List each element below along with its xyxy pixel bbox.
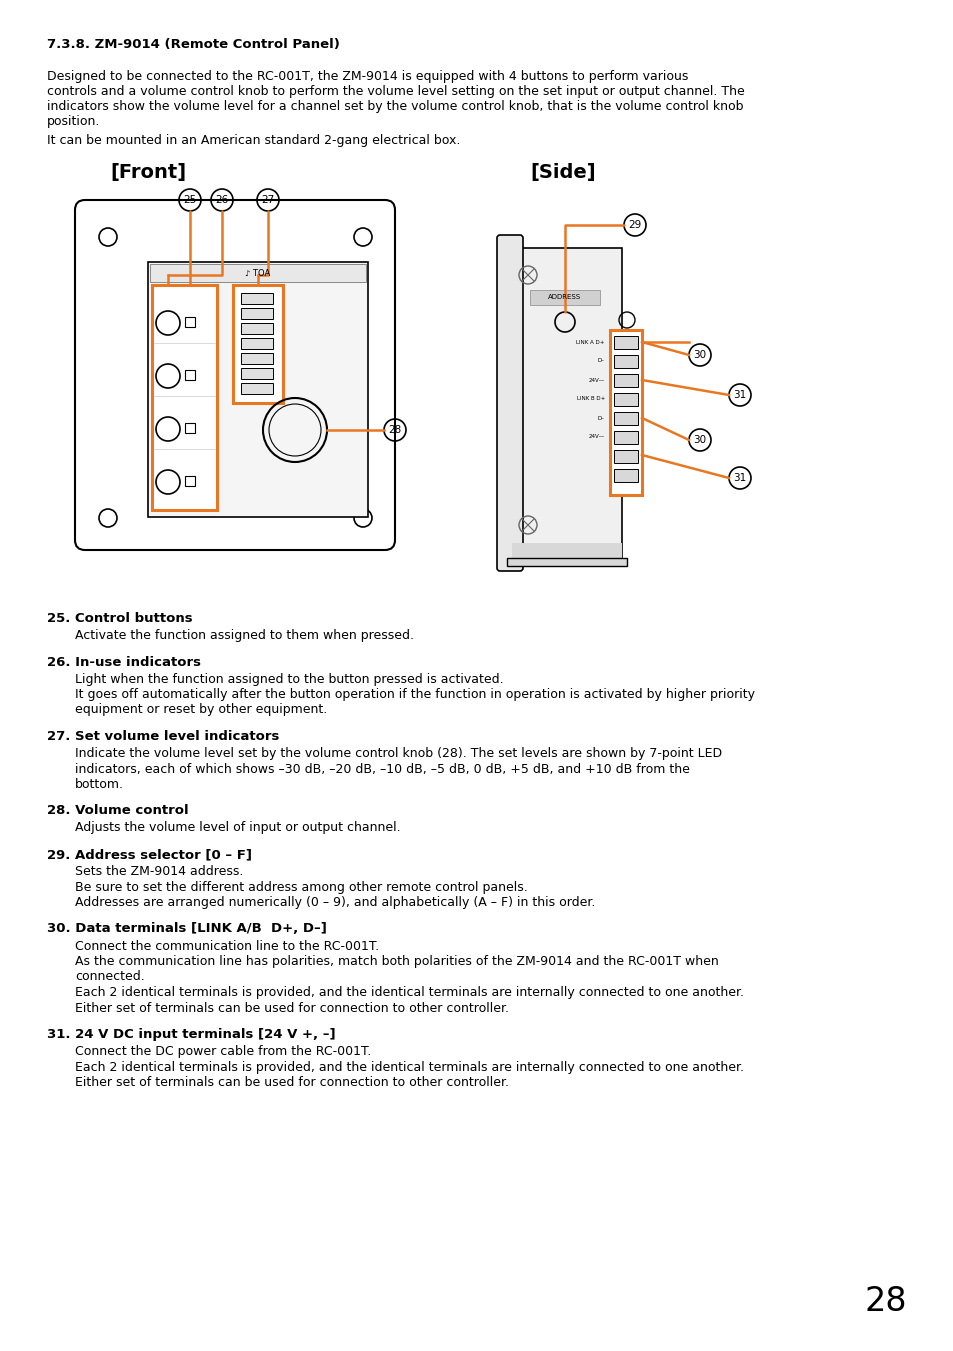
Bar	[609, 330, 641, 494]
Bar	[512, 543, 621, 558]
Text: ADDRESS: ADDRESS	[548, 295, 581, 300]
Bar	[506, 558, 626, 566]
Bar	[241, 353, 273, 363]
Bar	[185, 370, 194, 380]
Text: 25: 25	[183, 195, 196, 205]
FancyBboxPatch shape	[75, 200, 395, 550]
Text: It goes off automatically after the button operation if the function in operatio: It goes off automatically after the butt…	[75, 688, 754, 701]
Text: 28: 28	[863, 1285, 906, 1319]
Text: Either set of terminals can be used for connection to other controller.: Either set of terminals can be used for …	[75, 1001, 509, 1015]
Bar	[614, 450, 638, 463]
Text: Each 2 identical terminals is provided, and the identical terminals are internal: Each 2 identical terminals is provided, …	[75, 986, 743, 998]
Text: 30: 30	[693, 435, 706, 444]
Text: 28: 28	[388, 426, 401, 435]
Text: D–: D–	[598, 358, 604, 363]
Text: [Side]: [Side]	[530, 163, 595, 182]
Text: 27: 27	[261, 195, 274, 205]
Bar	[614, 393, 638, 407]
Text: [Front]: [Front]	[110, 163, 186, 182]
Bar	[152, 285, 216, 509]
Bar	[614, 431, 638, 444]
Text: position.: position.	[47, 115, 100, 128]
Text: 25. Control buttons: 25. Control buttons	[47, 612, 193, 626]
Bar	[614, 374, 638, 386]
Text: Designed to be connected to the RC-001T, the ZM-9014 is equipped with 4 buttons : Designed to be connected to the RC-001T,…	[47, 70, 688, 82]
Text: 29. Address selector [0 – F]: 29. Address selector [0 – F]	[47, 848, 252, 861]
Bar	[241, 323, 273, 334]
Text: 28. Volume control: 28. Volume control	[47, 804, 189, 817]
Text: bottom.: bottom.	[75, 778, 124, 790]
Text: As the communication line has polarities, match both polarities of the ZM-9014 a: As the communication line has polarities…	[75, 955, 718, 969]
Text: indicators, each of which shows –30 dB, –20 dB, –10 dB, –5 dB, 0 dB, +5 dB, and : indicators, each of which shows –30 dB, …	[75, 762, 689, 775]
Bar	[241, 308, 273, 319]
Text: Adjusts the volume level of input or output channel.: Adjusts the volume level of input or out…	[75, 821, 400, 835]
Bar	[614, 336, 638, 349]
Text: Activate the function assigned to them when pressed.: Activate the function assigned to them w…	[75, 630, 414, 642]
FancyBboxPatch shape	[497, 235, 522, 571]
Text: 31: 31	[733, 473, 746, 484]
Text: 26: 26	[215, 195, 229, 205]
Text: Connect the communication line to the RC-001T.: Connect the communication line to the RC…	[75, 939, 378, 952]
Text: 24V—: 24V—	[588, 377, 604, 382]
Bar	[233, 285, 283, 403]
Text: Connect the DC power cable from the RC-001T.: Connect the DC power cable from the RC-0…	[75, 1046, 371, 1058]
Text: 7.3.8. ZM-9014 (Remote Control Panel): 7.3.8. ZM-9014 (Remote Control Panel)	[47, 38, 339, 51]
Text: Either set of terminals can be used for connection to other controller.: Either set of terminals can be used for …	[75, 1075, 509, 1089]
Text: 31. 24 V DC input terminals [24 V +, –]: 31. 24 V DC input terminals [24 V +, –]	[47, 1028, 335, 1042]
Text: Addresses are arranged numerically (0 – 9), and alphabetically (A – F) in this o: Addresses are arranged numerically (0 – …	[75, 896, 595, 909]
Bar	[150, 263, 366, 282]
Text: 29: 29	[628, 220, 641, 230]
Text: 30. Data terminals [LINK A/B  D+, D–]: 30. Data terminals [LINK A/B D+, D–]	[47, 923, 327, 935]
Text: LINK B D+: LINK B D+	[576, 396, 604, 401]
Bar	[148, 262, 368, 517]
Bar	[241, 338, 273, 349]
Bar	[512, 249, 621, 558]
Text: Light when the function assigned to the button pressed is activated.: Light when the function assigned to the …	[75, 673, 503, 685]
Text: controls and a volume control knob to perform the volume level setting on the se: controls and a volume control knob to pe…	[47, 85, 744, 99]
Text: It can be mounted in an American standard 2-gang electrical box.: It can be mounted in an American standar…	[47, 134, 460, 147]
Bar	[241, 382, 273, 394]
Text: Indicate the volume level set by the volume control knob (28). The set levels ar: Indicate the volume level set by the vol…	[75, 747, 721, 761]
Bar	[241, 367, 273, 380]
Text: indicators show the volume level for a channel set by the volume control knob, t: indicators show the volume level for a c…	[47, 100, 742, 113]
Text: Sets the ZM-9014 address.: Sets the ZM-9014 address.	[75, 865, 243, 878]
Text: 30: 30	[693, 350, 706, 359]
Text: connected.: connected.	[75, 970, 145, 984]
Bar	[614, 469, 638, 482]
Bar	[185, 476, 194, 486]
Bar	[241, 293, 273, 304]
Bar	[614, 355, 638, 367]
Text: Be sure to set the different address among other remote control panels.: Be sure to set the different address amo…	[75, 881, 527, 893]
Text: D–: D–	[598, 416, 604, 420]
Text: ♪ TOA: ♪ TOA	[245, 269, 271, 277]
Text: Each 2 identical terminals is provided, and the identical terminals are internal: Each 2 identical terminals is provided, …	[75, 1061, 743, 1074]
Bar	[614, 412, 638, 426]
Text: 31: 31	[733, 390, 746, 400]
Bar	[530, 290, 599, 305]
Text: 26. In-use indicators: 26. In-use indicators	[47, 655, 201, 669]
Bar	[185, 317, 194, 327]
Text: 24V—: 24V—	[588, 435, 604, 439]
Text: equipment or reset by other equipment.: equipment or reset by other equipment.	[75, 704, 327, 716]
Text: LINK A D+: LINK A D+	[576, 339, 604, 345]
Bar	[185, 423, 194, 434]
Text: 27. Set volume level indicators: 27. Set volume level indicators	[47, 730, 279, 743]
